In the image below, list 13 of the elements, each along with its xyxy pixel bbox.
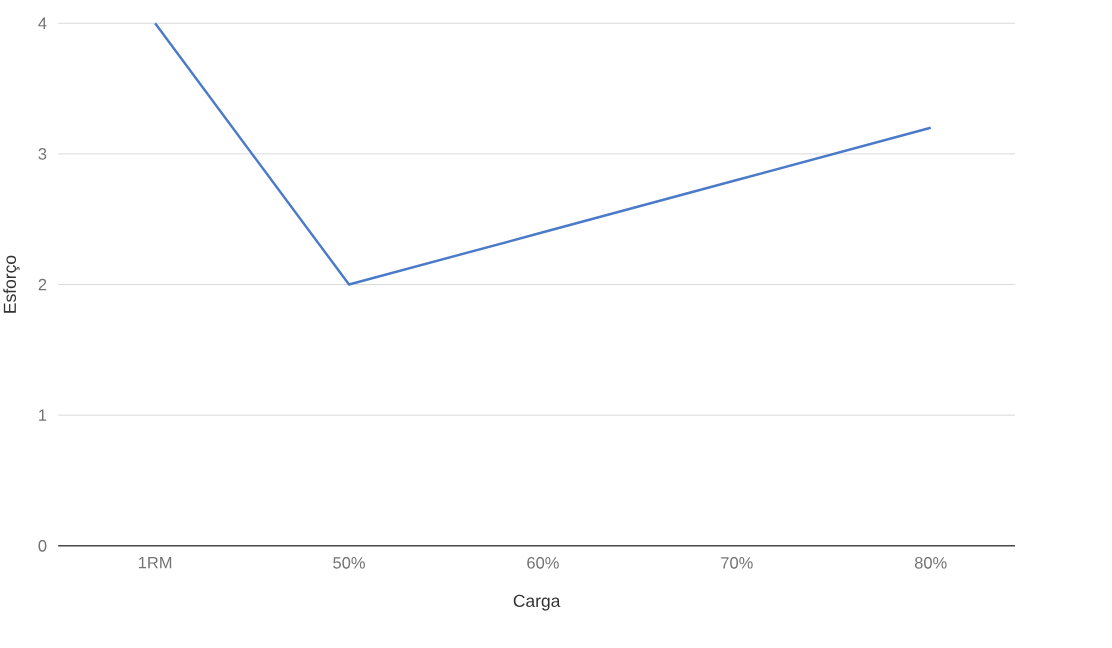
y-tick-label: 3	[38, 148, 47, 160]
x-tick-label: 60%	[527, 557, 559, 569]
y-tick-label: 1	[39, 409, 47, 422]
y-tick-label: 2	[38, 278, 47, 291]
line-series	[153, 22, 932, 286]
x-tick-label: 70%	[721, 557, 753, 569]
x-tick-label: 50%	[333, 557, 365, 569]
x-tick-label: 80%	[914, 557, 947, 569]
y-axis-title: Esforço	[3, 255, 20, 313]
y-tick-label: 4	[38, 17, 47, 30]
y-tick-label: 0	[38, 540, 47, 552]
x-axis-title: Carga	[513, 594, 561, 611]
x-tick-label: 1RM	[139, 557, 172, 569]
